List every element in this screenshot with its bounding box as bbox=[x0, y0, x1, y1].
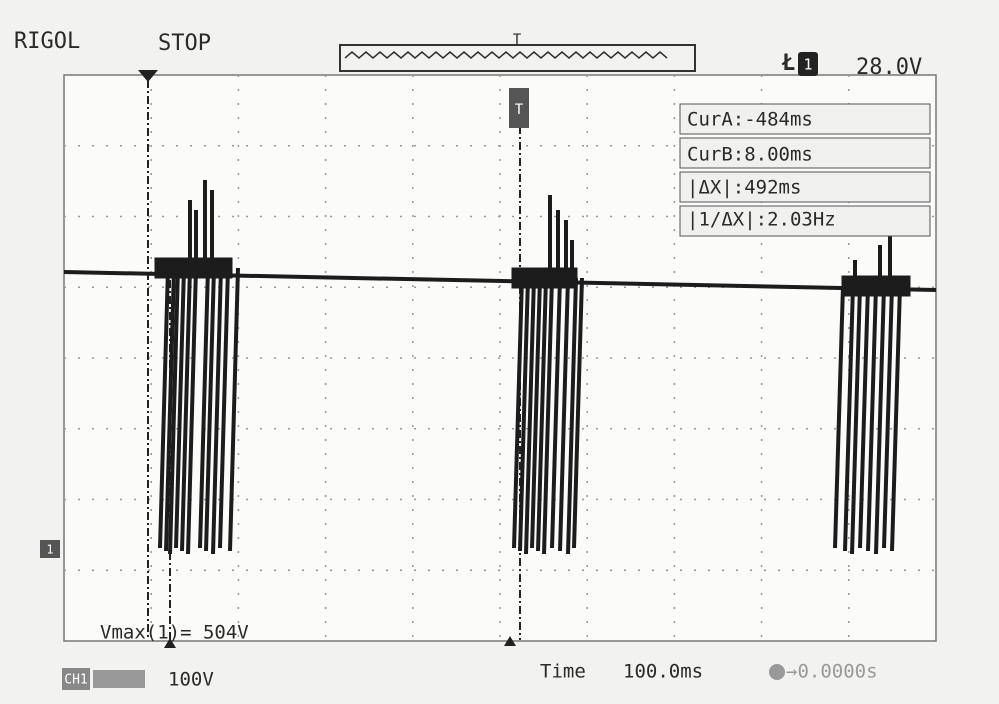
run-status: STOP bbox=[158, 31, 211, 56]
delta-x-value: |ΔX|:492ms bbox=[687, 177, 801, 199]
readout-box bbox=[679, 205, 931, 237]
brand: RIGOL bbox=[14, 29, 80, 54]
volts-per-div: 100V bbox=[168, 669, 214, 691]
drop bbox=[186, 267, 198, 555]
drop bbox=[882, 285, 894, 549]
channel-ground-marker bbox=[40, 540, 60, 558]
drop bbox=[180, 267, 192, 552]
channel-number: 1 bbox=[803, 56, 812, 74]
trigger-marker-label: T bbox=[515, 102, 524, 118]
drop bbox=[558, 277, 570, 552]
drop bbox=[850, 285, 862, 555]
channel-ground-label: 1 bbox=[46, 543, 53, 557]
drop bbox=[218, 267, 230, 549]
drop bbox=[530, 277, 542, 549]
trigger-level: 28.0V bbox=[856, 55, 922, 80]
drop bbox=[566, 277, 578, 555]
trigger-edge-icon: Ł bbox=[781, 51, 795, 76]
drop bbox=[890, 285, 902, 552]
drop bbox=[228, 267, 240, 552]
time-label: Time bbox=[540, 661, 586, 683]
drop bbox=[168, 267, 180, 555]
drop bbox=[843, 285, 855, 552]
ch1-label: CH1 bbox=[64, 673, 87, 688]
drop bbox=[174, 267, 186, 549]
drop bbox=[874, 285, 886, 555]
drop bbox=[518, 277, 530, 552]
channel-badge bbox=[798, 52, 818, 76]
memory-bar bbox=[339, 44, 696, 72]
trigger-position: T bbox=[513, 32, 522, 48]
drop bbox=[542, 277, 554, 555]
ch1-badge bbox=[62, 668, 90, 690]
drop bbox=[858, 285, 870, 549]
drop bbox=[536, 277, 548, 552]
drop bbox=[512, 277, 524, 549]
cursor-a-marker bbox=[138, 70, 158, 82]
inverse-delta-x-value: |1/ΔX|:2.03Hz bbox=[687, 209, 836, 231]
cursor-b-value: CurB:8.00ms bbox=[687, 144, 813, 166]
graticule bbox=[63, 74, 937, 642]
coupling-icon bbox=[93, 670, 145, 688]
time-per-div: 100.0ms bbox=[623, 661, 703, 683]
drop bbox=[164, 267, 176, 552]
trigger-offset-icon bbox=[769, 664, 785, 680]
drop bbox=[866, 285, 878, 552]
memory-wave bbox=[344, 51, 668, 59]
measurement: Vmax(1)= 504V bbox=[100, 622, 249, 644]
cursor-readouts: CurA:-484ms CurB:8.00ms |ΔX|:492ms |1/ΔX… bbox=[679, 103, 931, 237]
waveform bbox=[63, 180, 937, 555]
drop bbox=[198, 267, 210, 549]
readout-box bbox=[679, 171, 931, 203]
drop bbox=[524, 277, 536, 555]
readout-box bbox=[679, 137, 931, 169]
drop bbox=[833, 285, 845, 549]
trigger-marker bbox=[509, 88, 529, 128]
drop bbox=[204, 267, 216, 552]
drop bbox=[211, 267, 223, 555]
drop bbox=[572, 277, 584, 549]
cursor-a-value: CurA:-484ms bbox=[687, 109, 813, 131]
trigger-offset: →0.0000s bbox=[786, 661, 878, 683]
drop bbox=[550, 277, 562, 549]
drop bbox=[158, 267, 170, 549]
readout-box bbox=[679, 103, 931, 135]
